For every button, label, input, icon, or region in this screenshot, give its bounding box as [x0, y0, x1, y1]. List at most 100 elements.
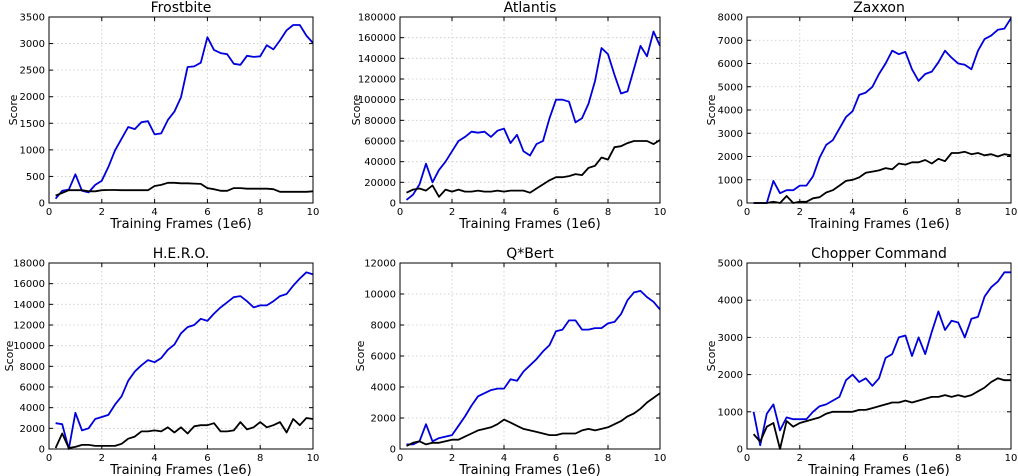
- y-tick-label: 4000: [371, 383, 396, 394]
- x-tick-label: 0: [744, 207, 750, 218]
- x-tick-label: 8: [955, 453, 961, 464]
- axes-frame: [48, 16, 314, 204]
- y-tick-label: 7000: [718, 36, 743, 47]
- series-line-1: [752, 377, 1011, 450]
- chart-title: Q*Bert: [506, 246, 554, 262]
- x-tick-label: 10: [654, 453, 667, 464]
- x-axis-label: Training Frames (1e6): [109, 217, 252, 232]
- x-tick-label: 6: [553, 453, 559, 464]
- y-tick-label: 1000: [718, 175, 743, 186]
- y-tick-label: 140000: [358, 54, 396, 65]
- y-tick-label: 0: [390, 445, 396, 456]
- x-tick-label: 8: [257, 453, 263, 464]
- x-tick-label: 8: [605, 207, 611, 218]
- y-tick-label: 180000: [358, 13, 396, 24]
- subplot-4: 0 2 4 6 8 10 0 2000 4000 6000 8000 10000 12000 Q*Bert…: [354, 246, 666, 476]
- y-tick-label: 40000: [364, 157, 396, 168]
- x-tick-label: 0: [397, 207, 403, 218]
- y-axis-label: Score: [7, 94, 20, 125]
- x-tick-label: 4: [151, 453, 157, 464]
- y-tick-label: 1500: [20, 119, 45, 130]
- series-line-0: [406, 289, 661, 446]
- x-axis-label: Training Frames (1e6): [807, 463, 950, 476]
- y-tick-label: 4000: [718, 296, 743, 307]
- axes-frame: [746, 262, 1012, 450]
- axes-frame: [48, 262, 314, 450]
- x-tick-label: 0: [46, 453, 52, 464]
- y-tick-label: 0: [737, 445, 743, 456]
- y-tick-label: 8000: [20, 362, 45, 373]
- x-tick-label: 10: [1005, 453, 1018, 464]
- y-tick-label: 500: [26, 172, 45, 183]
- y-tick-label: 120000: [358, 75, 396, 86]
- chart-title: Zaxxon: [853, 0, 905, 16]
- y-tick-label: 12000: [364, 259, 396, 270]
- y-tick-label: 8000: [718, 13, 743, 24]
- subplot-0: 0 2 4 6 8 10 0 500 1000 1500 2000 2500 3000 3500 Frost…: [7, 0, 319, 232]
- y-axis-label: Score: [354, 340, 367, 371]
- y-tick-label: 18000: [13, 259, 45, 270]
- y-tick-label: 3000: [718, 333, 743, 344]
- series-line-0: [405, 30, 661, 201]
- y-tick-label: 12000: [13, 321, 45, 332]
- x-tick-label: 10: [1005, 207, 1018, 218]
- x-tick-label: 4: [151, 207, 157, 218]
- x-tick-label: 6: [204, 453, 210, 464]
- series-line-1: [55, 181, 314, 197]
- x-tick-label: 2: [449, 453, 455, 464]
- y-tick-label: 60000: [364, 137, 396, 148]
- y-tick-label: 2000: [371, 414, 396, 425]
- x-tick-label: 0: [397, 453, 403, 464]
- y-tick-label: 10000: [364, 290, 396, 301]
- y-tick-label: 16000: [13, 279, 45, 290]
- y-tick-label: 2000: [718, 152, 743, 163]
- series-line-0: [753, 17, 1012, 204]
- series-line-1: [406, 139, 661, 198]
- y-tick-label: 5000: [718, 82, 743, 93]
- x-tick-label: 10: [307, 453, 320, 464]
- y-tick-label: 0: [39, 445, 45, 456]
- series-line-1: [406, 392, 661, 447]
- axes-frame: [399, 16, 661, 204]
- x-axis-label: Training Frames (1e6): [458, 463, 601, 476]
- y-tick-label: 2000: [20, 92, 45, 103]
- x-tick-label: 8: [955, 207, 961, 218]
- y-tick-label: 1000: [20, 145, 45, 156]
- y-tick-label: 2000: [20, 424, 45, 435]
- y-tick-label: 6000: [371, 352, 396, 363]
- y-tick-label: 2500: [20, 66, 45, 77]
- series-line-1: [753, 150, 1012, 204]
- y-tick-label: 4000: [718, 106, 743, 117]
- x-tick-label: 4: [501, 453, 507, 464]
- x-tick-label: 6: [902, 207, 908, 218]
- x-axis-label: Training Frames (1e6): [109, 463, 252, 476]
- x-tick-label: 0: [744, 453, 750, 464]
- x-axis-label: Training Frames (1e6): [458, 217, 601, 232]
- y-tick-label: 80000: [364, 116, 396, 127]
- chart-title: Chopper Command: [811, 246, 947, 262]
- series-line-0: [55, 271, 314, 450]
- x-tick-label: 6: [204, 207, 210, 218]
- y-tick-label: 4000: [20, 403, 45, 414]
- x-tick-label: 10: [307, 207, 320, 218]
- x-tick-label: 2: [797, 453, 803, 464]
- x-tick-label: 2: [99, 453, 105, 464]
- x-tick-label: 8: [605, 453, 611, 464]
- series-line-0: [752, 271, 1011, 447]
- series-line-1: [54, 417, 314, 449]
- y-axis-label: Score: [350, 94, 363, 125]
- y-axis-label: Score: [705, 340, 718, 371]
- subplot-5: 0 2 4 6 8 10 0 1000 2000 3000 4000 5000 Chopper Comm…: [705, 246, 1017, 476]
- x-tick-label: 6: [902, 453, 908, 464]
- x-tick-label: 10: [654, 207, 667, 218]
- x-tick-label: 2: [449, 207, 455, 218]
- x-axis-label: Training Frames (1e6): [807, 217, 950, 232]
- y-tick-label: 100000: [358, 95, 396, 106]
- x-tick-label: 6: [553, 207, 559, 218]
- chart-title: Atlantis: [504, 0, 557, 16]
- y-tick-label: 0: [737, 199, 743, 210]
- y-tick-label: 3000: [718, 129, 743, 140]
- y-tick-label: 3000: [20, 39, 45, 50]
- y-tick-label: 5000: [718, 259, 743, 270]
- chart-title: H.E.R.O.: [153, 246, 210, 262]
